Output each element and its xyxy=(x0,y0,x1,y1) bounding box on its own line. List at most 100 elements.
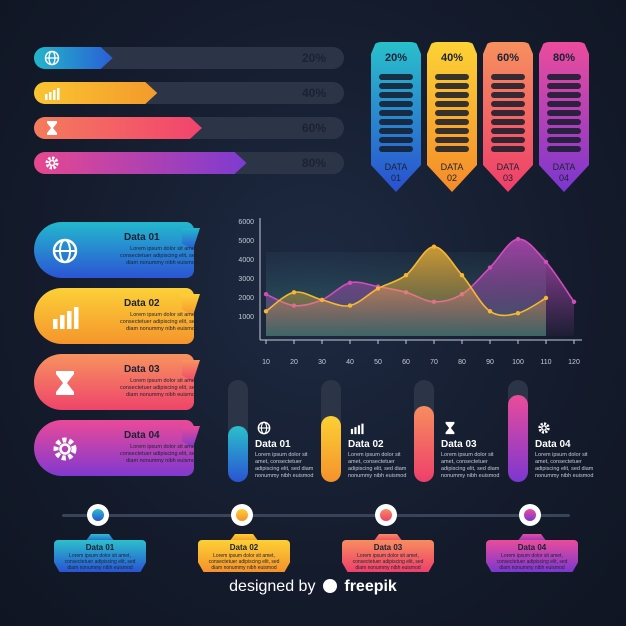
thermometer-slot xyxy=(547,74,581,80)
thermometer-slot xyxy=(491,146,525,152)
data-point xyxy=(487,265,493,270)
thermometer-percent: 40% xyxy=(440,52,464,64)
vertical-bar xyxy=(414,380,434,482)
data-point xyxy=(515,236,521,242)
timeline-dot xyxy=(236,509,248,521)
area-chart: 1000 2000 3000 4000 5000 6000 10 20 30 40 50 60 70 80… xyxy=(238,218,582,366)
thermometer-slot xyxy=(491,128,525,134)
series-area xyxy=(266,246,546,336)
thermometer-slot xyxy=(491,92,525,98)
x-tick-label: 10 xyxy=(262,359,270,366)
timeline-text: Lorem ipsum dolor sit amet, consectetuer… xyxy=(208,553,280,571)
thermometer-slot xyxy=(379,146,413,152)
progress-bar: 40% xyxy=(34,82,344,104)
thermometer-slot xyxy=(491,110,525,116)
vertical-bar-text: Lorem ipsum dolor sit amet, consectetuer… xyxy=(441,452,500,479)
thermometer-slot xyxy=(435,92,469,98)
hourglass-icon xyxy=(47,121,57,135)
progress-fill xyxy=(34,117,202,139)
progress-percent: 60% xyxy=(301,121,326,135)
progress-percent: 40% xyxy=(301,86,326,100)
timeline-title: Data 04 xyxy=(517,543,547,552)
timeline-node xyxy=(375,504,397,526)
thermometer-label: DATA 04 xyxy=(539,162,589,184)
vertical-bar-title: Data 04 xyxy=(535,439,571,450)
thermometer-slots xyxy=(547,74,581,155)
x-tick-label: 100 xyxy=(512,359,524,366)
thermometer-label-line2: 04 xyxy=(558,173,569,183)
vertical-bar-fill xyxy=(321,415,341,482)
callout-card: Data 03 Lorem ipsum dolor sit amet, cons… xyxy=(34,354,200,410)
callout-title: Data 01 xyxy=(124,232,160,243)
globe-icon xyxy=(44,50,60,66)
thermometer-slot xyxy=(491,101,525,107)
thermometer-slot xyxy=(547,101,581,107)
x-tick-label: 50 xyxy=(374,359,382,366)
timeline-node xyxy=(231,504,253,526)
callout-title: Data 04 xyxy=(124,430,160,441)
progress-bar: 60% xyxy=(34,117,344,139)
thermometer-slots xyxy=(491,74,525,155)
thermometer-slots xyxy=(379,74,413,155)
callout-card: Data 02 Lorem ipsum dolor sit amet, cons… xyxy=(34,288,200,344)
thermometer-slot xyxy=(379,83,413,89)
timeline-card: Data 01 Lorem ipsum dolor sit amet, cons… xyxy=(54,540,146,572)
data-point xyxy=(291,290,297,295)
x-tick-label: 110 xyxy=(540,359,551,366)
freepik-logo-icon xyxy=(322,579,337,593)
thermometer-body xyxy=(539,42,589,192)
thermometer-slot xyxy=(379,137,413,143)
vertical-bar-title: Data 01 xyxy=(255,439,291,450)
thermometer-slot xyxy=(435,128,469,134)
thermometer: 40% DATA 02 xyxy=(427,42,477,192)
thermometer-slot xyxy=(435,146,469,152)
bar-chart-icon xyxy=(350,423,364,435)
data-point xyxy=(431,244,437,249)
vertical-bar-text: Lorem ipsum dolor sit amet, consectetuer… xyxy=(255,452,314,479)
thermometer-slot xyxy=(547,92,581,98)
timeline-tab xyxy=(229,534,259,542)
vertical-bar xyxy=(321,380,341,482)
x-tick-label: 80 xyxy=(458,359,466,366)
callout-card: Data 01 Lorem ipsum dolor sit amet, cons… xyxy=(34,222,200,278)
thermometer-label-line2: 01 xyxy=(390,173,401,183)
thermometer-slot xyxy=(379,119,413,125)
timeline-text: Lorem ipsum dolor sit amet, consectetuer… xyxy=(496,553,568,571)
timeline-text: Lorem ipsum dolor sit amet, consectetuer… xyxy=(64,553,136,571)
vertical-bar-title: Data 02 xyxy=(348,439,384,450)
callout-title: Data 02 xyxy=(124,298,160,309)
thermometer-label: DATA 01 xyxy=(371,162,421,184)
bar-chart-icon xyxy=(53,307,79,329)
x-tick-label: 60 xyxy=(402,359,410,366)
thermometer-label-line2: 03 xyxy=(502,173,513,183)
vertical-bar-fill xyxy=(414,405,434,482)
callout-title: Data 03 xyxy=(124,364,160,375)
thermometer-slot xyxy=(435,119,469,125)
x-tick-label: 20 xyxy=(290,359,298,366)
gear-icon xyxy=(45,156,59,170)
data-point xyxy=(543,295,549,301)
thermometer-slot xyxy=(547,128,581,134)
progress-fill xyxy=(34,152,247,174)
thermometer-slot xyxy=(435,74,469,80)
thermometer-slot xyxy=(547,119,581,125)
timeline-card: Data 03 Lorem ipsum dolor sit amet, cons… xyxy=(342,540,434,572)
callout-shape xyxy=(34,354,194,410)
callout-text: Lorem ipsum dolor sit amet, consectetuer… xyxy=(120,378,198,398)
timeline-tab xyxy=(373,534,403,542)
thermometer-label-line2: 02 xyxy=(446,173,457,183)
thermometer-slots xyxy=(435,74,469,155)
thermometer-slot xyxy=(547,137,581,143)
x-tick-label: 40 xyxy=(346,359,354,366)
timeline-dot xyxy=(92,509,104,521)
vertical-bar-text: Lorem ipsum dolor sit amet, consectetuer… xyxy=(348,452,407,479)
thermometer-slot xyxy=(491,83,525,89)
thermometer-percent: 20% xyxy=(384,52,408,64)
thermometer-slot xyxy=(435,110,469,116)
gear-icon xyxy=(53,437,77,461)
data-point xyxy=(515,311,521,316)
y-tick-label: 6000 xyxy=(238,219,254,226)
thermometer: 20% DATA 01 xyxy=(371,42,421,192)
timeline-dot xyxy=(524,509,536,521)
data-point xyxy=(459,273,465,278)
